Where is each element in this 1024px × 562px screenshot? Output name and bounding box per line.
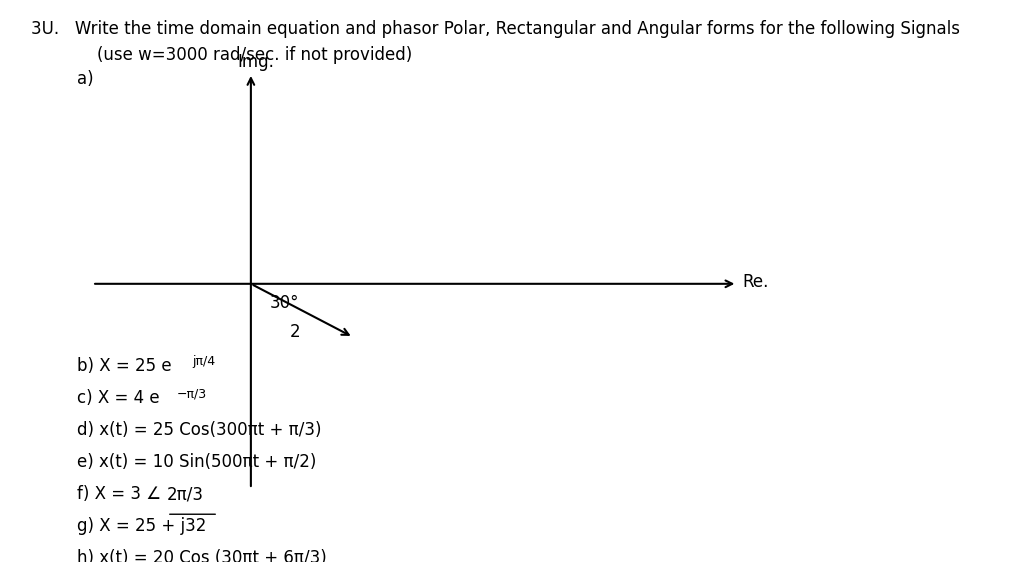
Text: b) X = 25 e: b) X = 25 e	[77, 357, 171, 375]
Text: 30°: 30°	[269, 294, 299, 312]
Text: h) x(t) = 20 Cos (30πt + 6π/3): h) x(t) = 20 Cos (30πt + 6π/3)	[77, 549, 327, 562]
Text: d) x(t) = 25 Cos(300πt + π/3): d) x(t) = 25 Cos(300πt + π/3)	[77, 421, 322, 439]
Text: 3U.   Write the time domain equation and phasor Polar, Rectangular and Angular f: 3U. Write the time domain equation and p…	[31, 20, 959, 38]
Text: −π/3: −π/3	[177, 387, 207, 400]
Text: 2: 2	[290, 323, 300, 341]
Text: jπ/4: jπ/4	[193, 355, 216, 368]
Text: Re.: Re.	[742, 273, 769, 291]
Text: e) x(t) = 10 Sin(500πt + π/2): e) x(t) = 10 Sin(500πt + π/2)	[77, 453, 316, 471]
Text: (use w=3000 rad/sec. if not provided): (use w=3000 rad/sec. if not provided)	[97, 46, 413, 64]
Text: c) X = 4 e: c) X = 4 e	[77, 389, 160, 407]
Text: g) X = 25 + j32: g) X = 25 + j32	[77, 517, 206, 535]
Text: 2π/3: 2π/3	[167, 485, 204, 503]
Text: a): a)	[77, 70, 93, 88]
Text: Img.: Img.	[238, 53, 274, 71]
Text: f) X = 3 ∠: f) X = 3 ∠	[77, 485, 161, 503]
